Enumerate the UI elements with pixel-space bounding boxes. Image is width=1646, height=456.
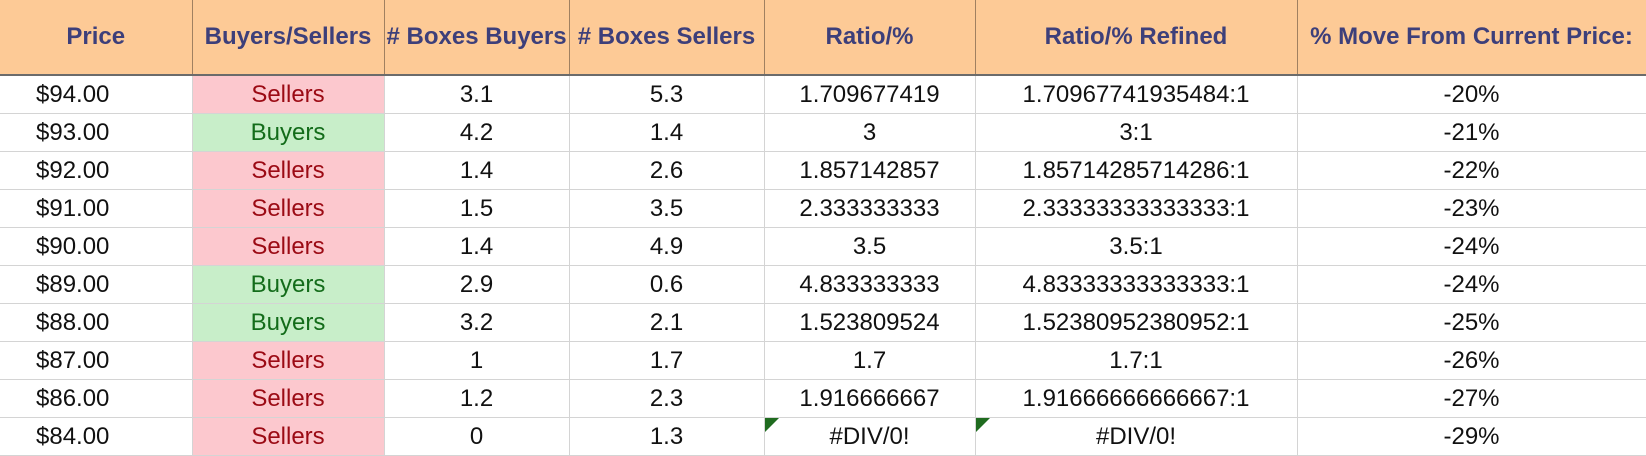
table-row: $86.00 Sellers 1.2 2.3 1.916666667 1.91666666… bbox=[0, 379, 1646, 418]
table-body: $94.00 Sellers 3.1 5.3 1.709677419 1.70967741… bbox=[0, 75, 1646, 456]
cell-move[interactable]: -24% bbox=[1297, 265, 1646, 304]
cell-ratio[interactable]: 4.833333333 bbox=[764, 265, 976, 304]
cell-price[interactable]: $93.00 bbox=[0, 113, 193, 152]
cell-ratio-refined[interactable]: 1.52380952380952:1 bbox=[975, 303, 1298, 342]
cell-ratio-refined[interactable]: 3.5:1 bbox=[975, 227, 1298, 266]
cell-price[interactable]: $91.00 bbox=[0, 189, 193, 228]
cell-boxes-buyers[interactable]: 3.1 bbox=[384, 75, 570, 114]
cell-boxes-sellers[interactable]: 4.9 bbox=[569, 227, 765, 266]
cell-buyers-sellers[interactable]: Sellers bbox=[192, 75, 385, 114]
table-row: $89.00 Buyers 2.9 0.6 4.833333333 4.833333333… bbox=[0, 265, 1646, 304]
cell-price[interactable]: $86.00 bbox=[0, 379, 193, 418]
cell-move[interactable]: -23% bbox=[1297, 189, 1646, 228]
cell-boxes-buyers[interactable]: 1.4 bbox=[384, 151, 570, 190]
table-row: $87.00 Sellers 1 1.7 1.7 1.7:1 -26% bbox=[0, 341, 1646, 380]
cell-move[interactable]: -20% bbox=[1297, 75, 1646, 114]
cell-move[interactable]: -29% bbox=[1297, 417, 1646, 456]
header-move-from-current-price[interactable]: % Move From Current Price: bbox=[1297, 0, 1646, 76]
header-buyers-sellers[interactable]: Buyers/Sellers bbox=[192, 0, 385, 76]
cell-ratio-refined[interactable]: 3:1 bbox=[975, 113, 1298, 152]
header-boxes-sellers[interactable]: # Boxes Sellers bbox=[569, 0, 765, 76]
header-boxes-buyers[interactable]: # Boxes Buyers bbox=[384, 0, 570, 76]
cell-move[interactable]: -26% bbox=[1297, 341, 1646, 380]
header-price[interactable]: Price bbox=[0, 0, 193, 76]
table-row: $92.00 Sellers 1.4 2.6 1.857142857 1.85714285… bbox=[0, 151, 1646, 190]
cell-ratio[interactable]: 1.523809524 bbox=[764, 303, 976, 342]
cell-price[interactable]: $89.00 bbox=[0, 265, 193, 304]
cell-price[interactable]: $88.00 bbox=[0, 303, 193, 342]
table-row: $88.00 Buyers 3.2 2.1 1.523809524 1.523809523… bbox=[0, 303, 1646, 342]
cell-ratio[interactable]: 1.7 bbox=[764, 341, 976, 380]
cell-ratio[interactable]: #DIV/0! bbox=[764, 417, 976, 456]
cell-ratio-refined[interactable]: 1.91666666666667:1 bbox=[975, 379, 1298, 418]
cell-buyers-sellers[interactable]: Buyers bbox=[192, 265, 385, 304]
cell-boxes-sellers[interactable]: 2.1 bbox=[569, 303, 765, 342]
cell-ratio[interactable]: 3 bbox=[764, 113, 976, 152]
cell-ratio-refined[interactable]: 1.7:1 bbox=[975, 341, 1298, 380]
cell-price[interactable]: $92.00 bbox=[0, 151, 193, 190]
cell-buyers-sellers[interactable]: Buyers bbox=[192, 113, 385, 152]
cell-boxes-sellers[interactable]: 2.6 bbox=[569, 151, 765, 190]
cell-boxes-sellers[interactable]: 1.7 bbox=[569, 341, 765, 380]
table-row: $90.00 Sellers 1.4 4.9 3.5 3.5:1 -24% bbox=[0, 227, 1646, 266]
cell-buyers-sellers[interactable]: Sellers bbox=[192, 417, 385, 456]
cell-boxes-buyers[interactable]: 1.4 bbox=[384, 227, 570, 266]
cell-boxes-sellers[interactable]: 0.6 bbox=[569, 265, 765, 304]
table-row: $94.00 Sellers 3.1 5.3 1.709677419 1.70967741… bbox=[0, 75, 1646, 114]
cell-move[interactable]: -27% bbox=[1297, 379, 1646, 418]
cell-boxes-buyers[interactable]: 0 bbox=[384, 417, 570, 456]
cell-ratio[interactable]: 1.857142857 bbox=[764, 151, 976, 190]
cell-price[interactable]: $87.00 bbox=[0, 341, 193, 380]
cell-buyers-sellers[interactable]: Buyers bbox=[192, 303, 385, 342]
cell-ratio[interactable]: 3.5 bbox=[764, 227, 976, 266]
cell-boxes-sellers[interactable]: 1.4 bbox=[569, 113, 765, 152]
cell-boxes-buyers[interactable]: 1.5 bbox=[384, 189, 570, 228]
header-ratio[interactable]: Ratio/% bbox=[764, 0, 976, 76]
table-row: $91.00 Sellers 1.5 3.5 2.333333333 2.33333333… bbox=[0, 189, 1646, 228]
cell-ratio-refined[interactable]: #DIV/0! bbox=[975, 417, 1298, 456]
cell-buyers-sellers[interactable]: Sellers bbox=[192, 189, 385, 228]
cell-boxes-sellers[interactable]: 1.3 bbox=[569, 417, 765, 456]
header-ratio-refined[interactable]: Ratio/% Refined bbox=[975, 0, 1298, 76]
cell-price[interactable]: $90.00 bbox=[0, 227, 193, 266]
header-row: Price Buyers/Sellers # Boxes Buyers # Bo… bbox=[0, 0, 1646, 76]
table-row: $84.00 Sellers 0 1.3 #DIV/0! #DIV/0! -29% bbox=[0, 417, 1646, 456]
cell-ratio[interactable]: 2.333333333 bbox=[764, 189, 976, 228]
error-indicator-icon[interactable] bbox=[975, 418, 990, 432]
cell-boxes-buyers[interactable]: 1 bbox=[384, 341, 570, 380]
cell-boxes-sellers[interactable]: 5.3 bbox=[569, 75, 765, 114]
cell-move[interactable]: -22% bbox=[1297, 151, 1646, 190]
cell-boxes-buyers[interactable]: 1.2 bbox=[384, 379, 570, 418]
cell-buyers-sellers[interactable]: Sellers bbox=[192, 151, 385, 190]
cell-ratio-refined[interactable]: 4.83333333333333:1 bbox=[975, 265, 1298, 304]
cell-boxes-buyers[interactable]: 2.9 bbox=[384, 265, 570, 304]
cell-price[interactable]: $84.00 bbox=[0, 417, 193, 456]
error-indicator-icon[interactable] bbox=[764, 418, 779, 432]
cell-buyers-sellers[interactable]: Sellers bbox=[192, 379, 385, 418]
cell-ratio-refined[interactable]: 1.85714285714286:1 bbox=[975, 151, 1298, 190]
cell-boxes-buyers[interactable]: 3.2 bbox=[384, 303, 570, 342]
cell-move[interactable]: -24% bbox=[1297, 227, 1646, 266]
cell-boxes-sellers[interactable]: 3.5 bbox=[569, 189, 765, 228]
cell-move[interactable]: -25% bbox=[1297, 303, 1646, 342]
cell-move[interactable]: -21% bbox=[1297, 113, 1646, 152]
cell-buyers-sellers[interactable]: Sellers bbox=[192, 227, 385, 266]
cell-ratio[interactable]: 1.709677419 bbox=[764, 75, 976, 114]
cell-price[interactable]: $94.00 bbox=[0, 75, 193, 114]
cell-ratio-refined[interactable]: 1.70967741935484:1 bbox=[975, 75, 1298, 114]
table-row: $93.00 Buyers 4.2 1.4 3 3:1 -21% bbox=[0, 113, 1646, 152]
cell-ratio[interactable]: 1.916666667 bbox=[764, 379, 976, 418]
cell-ratio-refined[interactable]: 2.33333333333333:1 bbox=[975, 189, 1298, 228]
cell-buyers-sellers[interactable]: Sellers bbox=[192, 341, 385, 380]
cell-boxes-buyers[interactable]: 4.2 bbox=[384, 113, 570, 152]
cell-boxes-sellers[interactable]: 2.3 bbox=[569, 379, 765, 418]
